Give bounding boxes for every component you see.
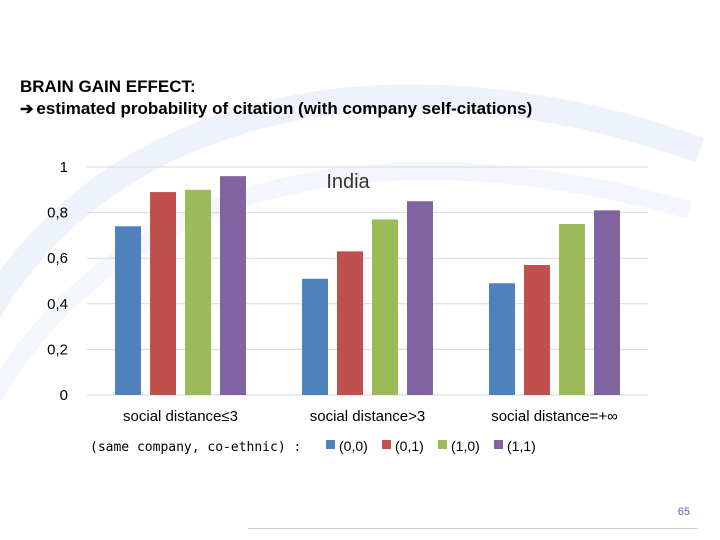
bar bbox=[594, 210, 620, 395]
watermark-swoosh bbox=[0, 84, 705, 319]
bar bbox=[185, 189, 211, 395]
bar bbox=[559, 224, 585, 395]
y-tick-label: 0 bbox=[60, 387, 68, 404]
slide-heading: BRAIN GAIN EFFECT: ➔ estimated probabilit… bbox=[20, 76, 700, 121]
legend-swatch bbox=[326, 440, 335, 449]
chart-annotation: India bbox=[326, 171, 370, 193]
y-tick-label: 0,2 bbox=[47, 341, 68, 358]
heading-line-1: BRAIN GAIN EFFECT: bbox=[20, 77, 196, 96]
arrow-right-icon: ➔ bbox=[20, 101, 34, 118]
x-tick-label: social distance>3 bbox=[310, 408, 426, 425]
legend-title: (same company, co-ethnic) : bbox=[90, 440, 301, 455]
legend-label: (0,0) bbox=[339, 438, 368, 454]
bar bbox=[489, 283, 515, 395]
heading-line-2: ➔ estimated probability of citation (with… bbox=[20, 98, 700, 121]
bar bbox=[337, 251, 363, 395]
bar bbox=[150, 192, 176, 395]
y-tick-label: 0,4 bbox=[47, 296, 68, 313]
bar bbox=[372, 219, 398, 395]
x-tick-label: social distance=+∞ bbox=[491, 408, 618, 425]
y-tick-label: 0,8 bbox=[47, 205, 68, 222]
legend-label: (1,0) bbox=[451, 438, 480, 454]
x-tick-label: social distance≤3 bbox=[123, 408, 238, 425]
legend-swatch bbox=[382, 440, 391, 449]
legend-label: (1,1) bbox=[507, 438, 536, 454]
bar bbox=[115, 226, 141, 395]
footer-divider bbox=[248, 528, 698, 529]
heading-subtitle: estimated probability of citation (with … bbox=[36, 99, 533, 118]
y-tick-label: 0,6 bbox=[47, 250, 68, 267]
bar bbox=[407, 201, 433, 395]
y-tick-label: 1 bbox=[60, 159, 68, 176]
bar bbox=[220, 176, 246, 395]
bar bbox=[524, 265, 550, 395]
legend-swatch bbox=[438, 440, 447, 449]
legend-swatch bbox=[494, 440, 503, 449]
bar bbox=[302, 278, 328, 395]
legend-label: (0,1) bbox=[395, 438, 424, 454]
page-number: 65 bbox=[677, 506, 690, 518]
